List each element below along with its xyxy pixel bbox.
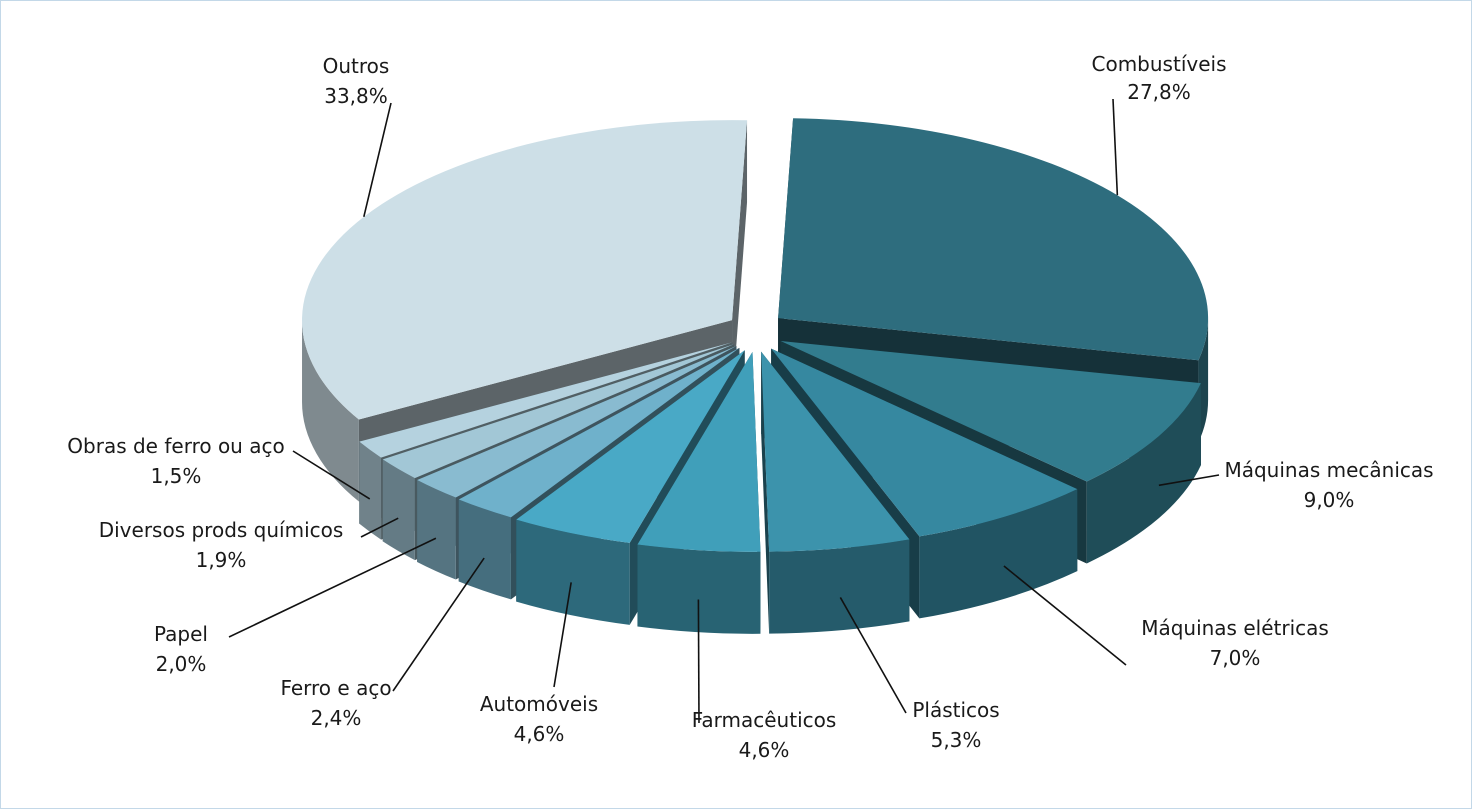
slice-top [302, 120, 748, 420]
slice-top [417, 346, 737, 498]
pie-slice [761, 351, 910, 634]
slice-value-label: 4,6% [514, 722, 565, 746]
slice-value-label: 5,3% [931, 728, 982, 752]
slice-side [458, 499, 511, 600]
slice-top [458, 347, 740, 518]
slice-side [302, 320, 359, 502]
slice-side [417, 479, 456, 580]
leader-line [1112, 98, 1119, 196]
leader-lines [228, 98, 1220, 724]
leader-line [839, 597, 907, 714]
slice-value-label: 33,8% [324, 84, 388, 108]
slice-top [382, 344, 735, 479]
leader-line [1158, 474, 1220, 487]
leader-line [363, 102, 392, 218]
slice-name-label: Farmacêuticos [692, 708, 837, 732]
slice-name-label: Ferro e aço [280, 676, 391, 700]
slice-side [919, 489, 1078, 619]
slice-name-label: Outros [323, 54, 390, 78]
slice-value-label: 1,5% [151, 464, 202, 488]
slice-wall [761, 351, 770, 634]
slice-name-label: Obras de ferro ou aço [67, 434, 284, 458]
leader-line [292, 450, 371, 500]
slice-value-label: 4,6% [739, 738, 790, 762]
slice-name-label: Máquinas mecânicas [1224, 458, 1433, 482]
leader-line [392, 557, 485, 692]
slice-top [516, 350, 745, 543]
slice-value-label: 7,0% [1210, 646, 1261, 670]
slice-value-label: 2,0% [156, 652, 207, 676]
slice-name-label: Máquinas elétricas [1141, 616, 1329, 640]
pie-slices [302, 118, 1209, 634]
slice-value-label: 9,0% [1304, 488, 1355, 512]
slice-side [637, 544, 761, 634]
slice-wall [732, 120, 748, 403]
slice-side [1086, 383, 1201, 564]
slice-name-label: Diversos prods químicos [99, 518, 344, 542]
slice-value-label: 2,4% [311, 706, 362, 730]
slice-side [359, 441, 382, 540]
slice-name-label: Combustíveis [1092, 52, 1227, 76]
slice-top [637, 351, 761, 552]
slice-top [780, 340, 1201, 482]
slice-top [761, 351, 910, 552]
leader-line [228, 537, 437, 638]
slice-value-label: 27,8% [1127, 80, 1191, 104]
slice-labels: Combustíveis 27,8% Máquinas mecânicas 9,0% M… [67, 52, 1433, 762]
slice-name-label: Plásticos [912, 698, 999, 722]
slice-top [359, 342, 733, 458]
slice-name-label: Automóveis [480, 692, 598, 716]
pie-slice [637, 351, 761, 634]
leader-line [1003, 565, 1127, 666]
leader-line [360, 517, 399, 538]
leader-line [697, 599, 700, 724]
leader-line [553, 582, 572, 688]
slice-side [769, 539, 910, 634]
slice-value-label: 1,9% [196, 548, 247, 572]
slice-side [516, 519, 630, 625]
slice-top [778, 118, 1209, 361]
slice-name-label: Papel [154, 622, 208, 646]
slice-top [771, 348, 1078, 537]
slice-side [382, 459, 415, 561]
